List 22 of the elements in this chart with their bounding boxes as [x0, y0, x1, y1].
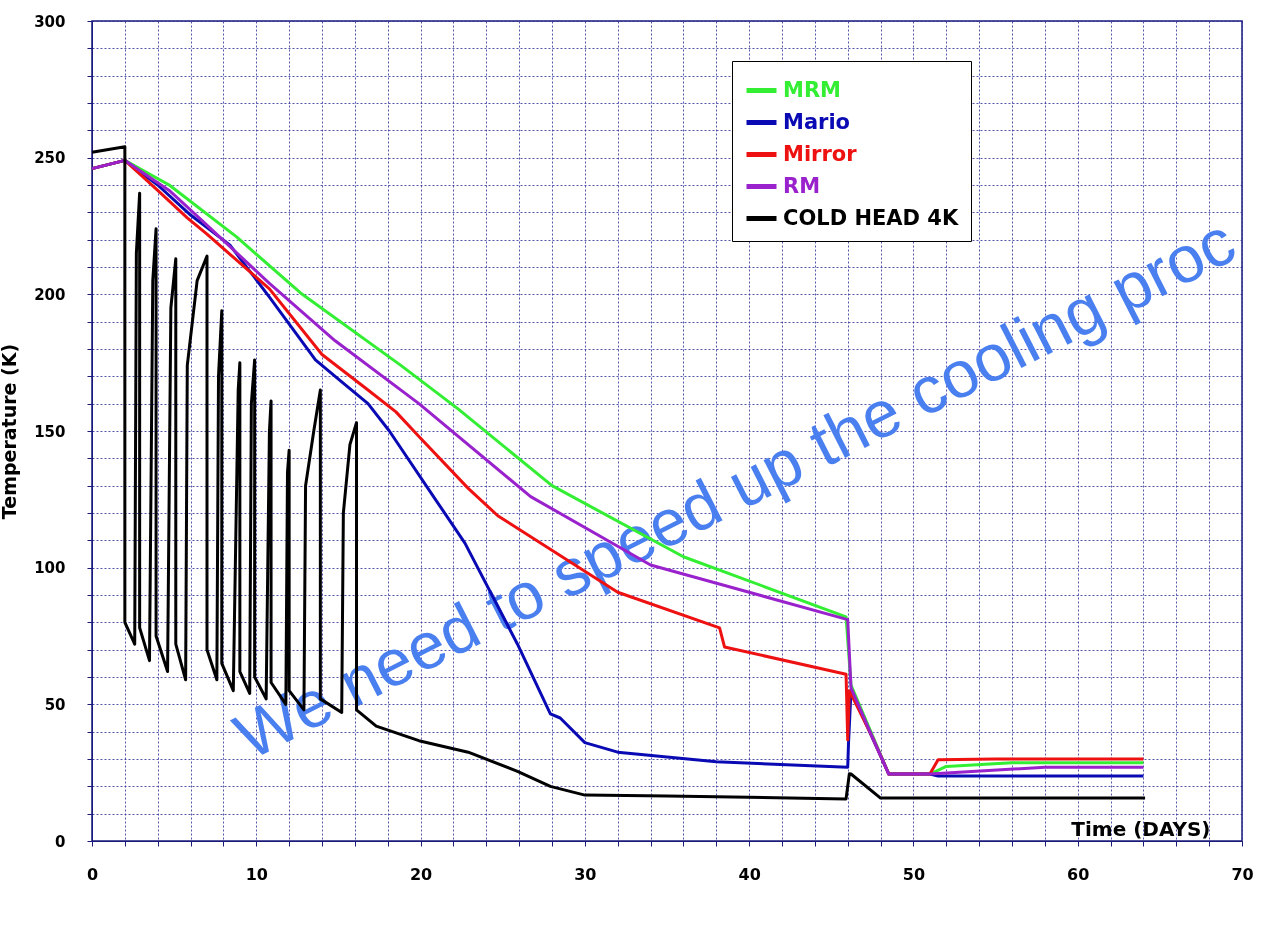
x-tick-label: 70: [1231, 864, 1254, 884]
legend-label: COLD HEAD 4K: [783, 205, 959, 230]
legend-label: Mario: [783, 109, 851, 134]
y-tick-label: 0: [55, 832, 66, 851]
y-tick-label: 100: [34, 559, 66, 578]
legend-label: Mirror: [783, 141, 858, 166]
y-tick-label: 50: [44, 695, 66, 714]
y-tick-label: 300: [34, 12, 66, 31]
x-tick-label: 10: [245, 864, 268, 884]
y-axis-title: Temperature (K): [0, 343, 21, 520]
x-tick-label: 20: [409, 864, 433, 884]
x-tick-label: 30: [574, 864, 597, 884]
y-tick-label: 250: [34, 149, 66, 168]
legend-label: RM: [783, 173, 821, 198]
legend-label: MRM: [783, 77, 841, 102]
x-axis-title: Time (DAYS): [1071, 816, 1211, 841]
x-tick-label: 0: [86, 864, 99, 884]
y-tick-label: 150: [34, 422, 66, 441]
x-tick-label: 40: [738, 864, 761, 884]
x-tick-label: 50: [902, 864, 926, 884]
x-tick-label: 60: [1067, 864, 1090, 884]
y-tick-label: 200: [34, 285, 66, 304]
